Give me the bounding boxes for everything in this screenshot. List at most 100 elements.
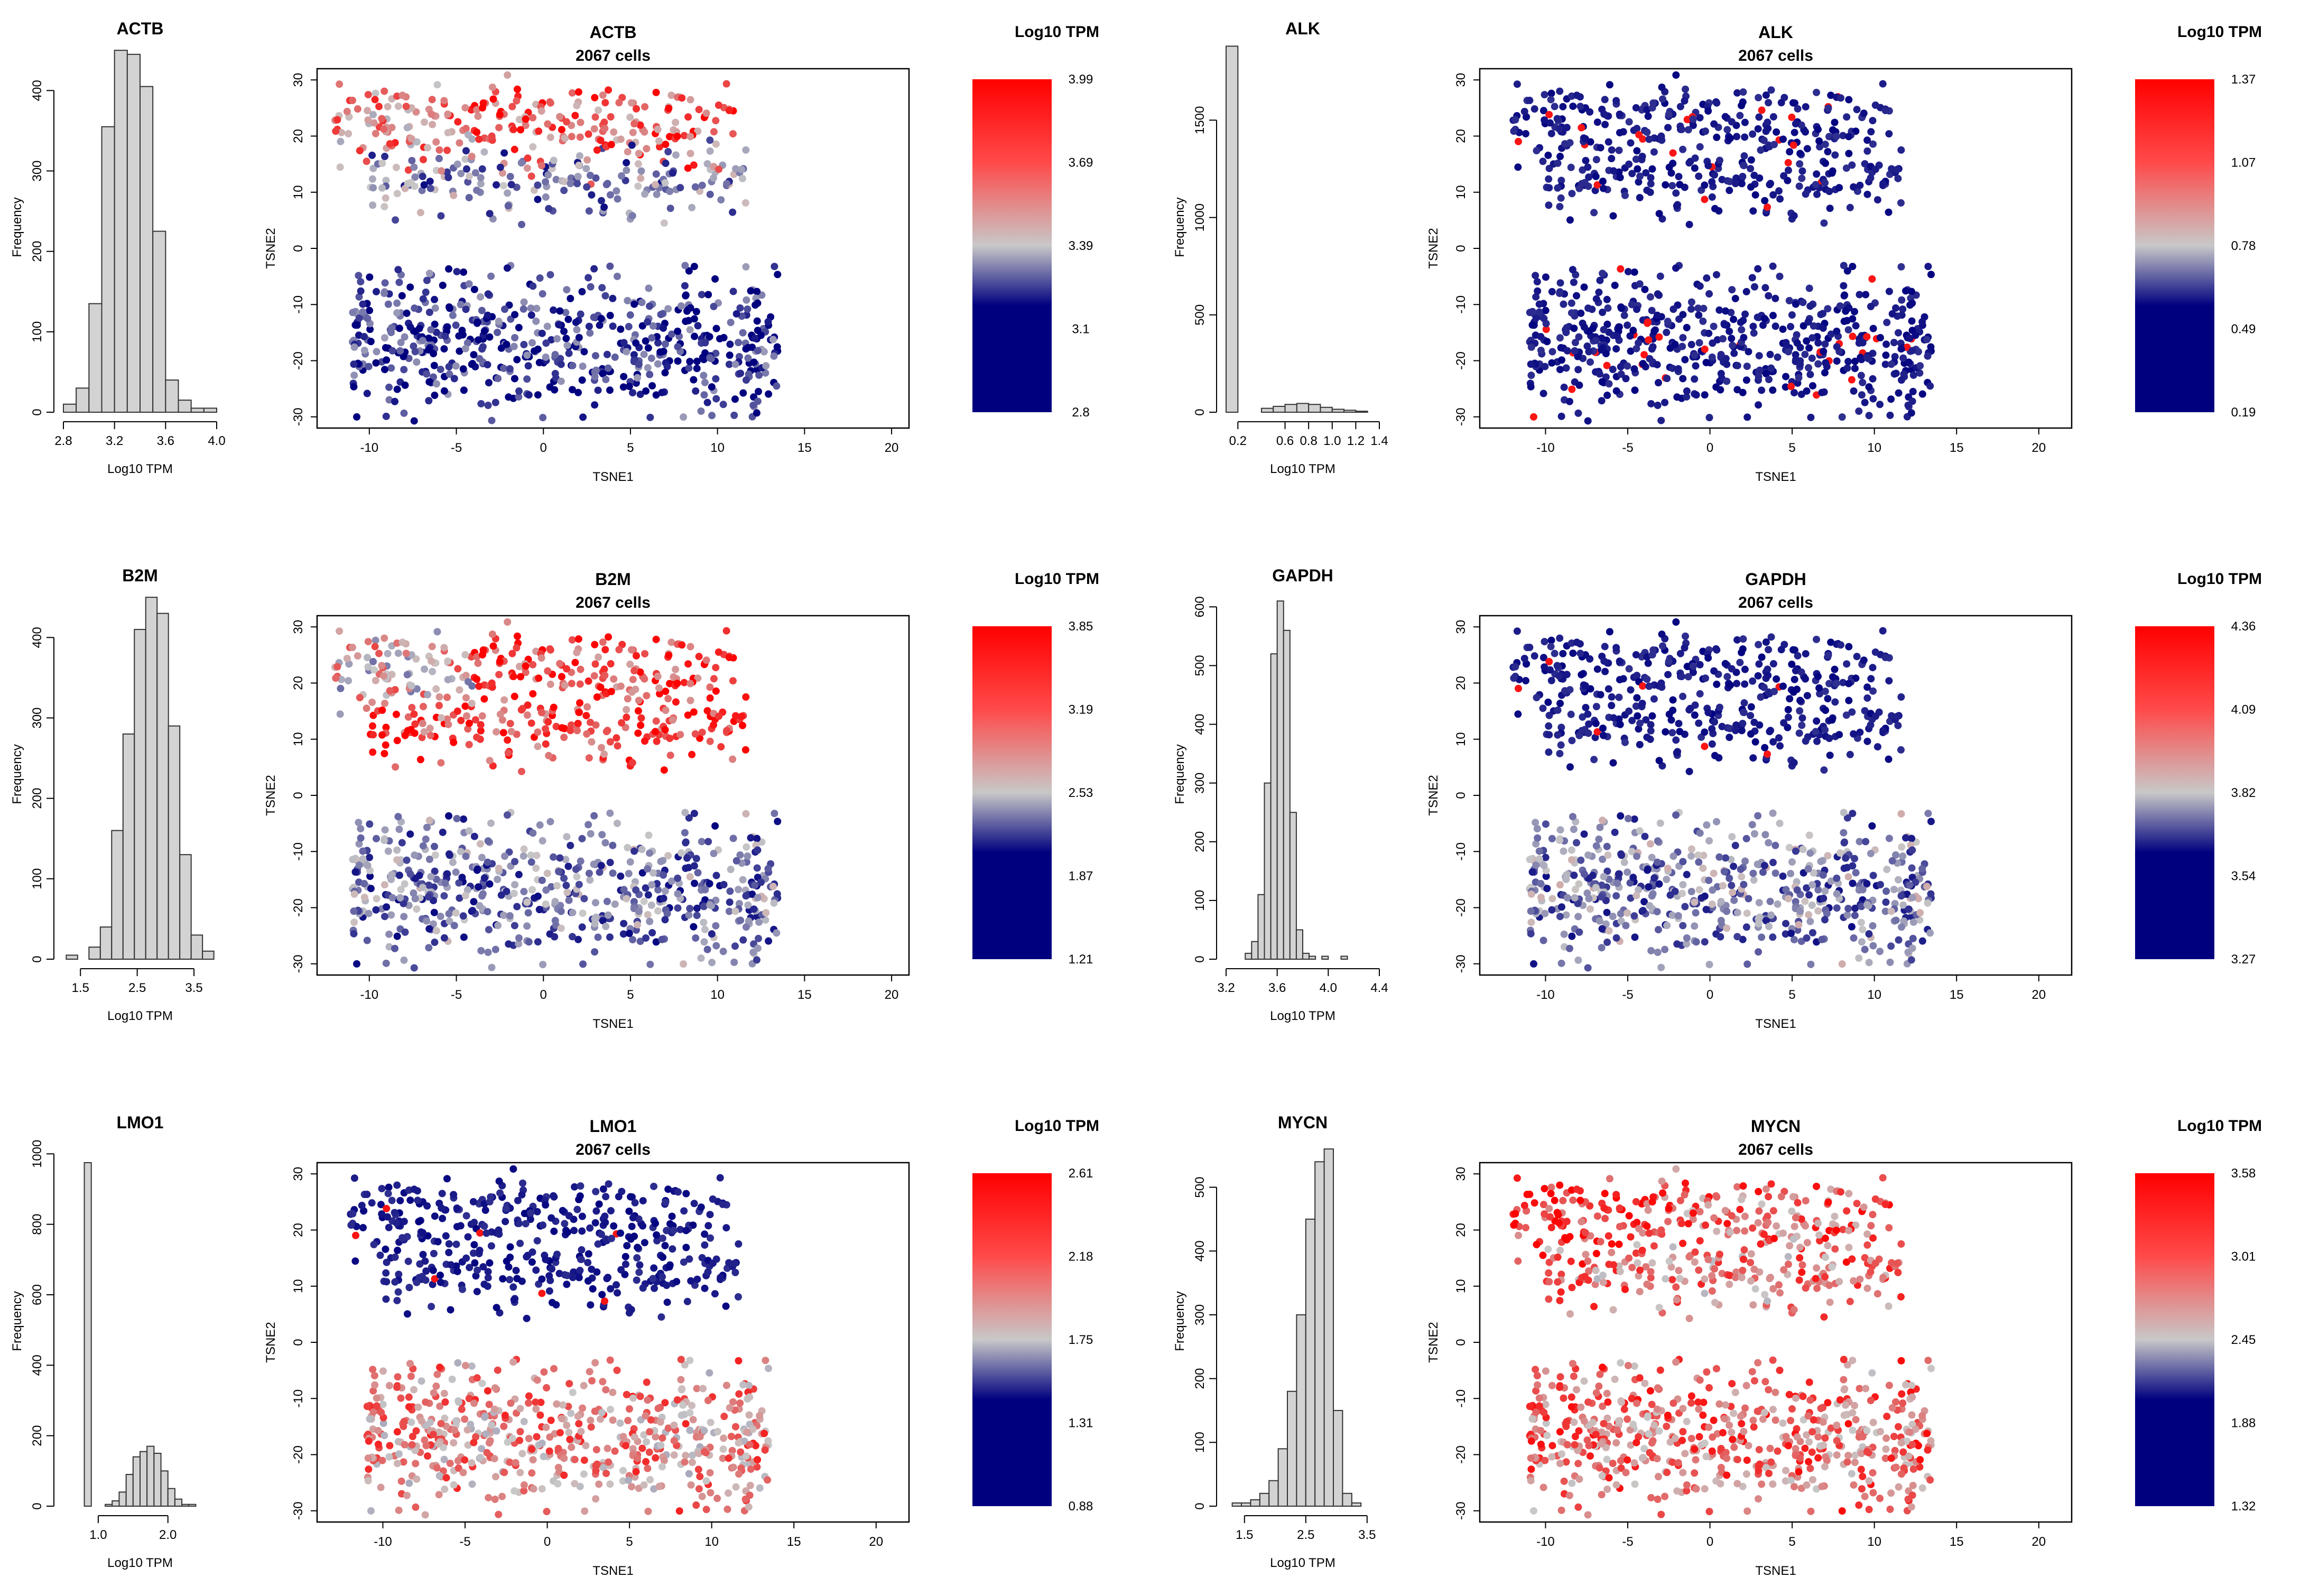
tsne-point: [1908, 317, 1916, 325]
tsne-point: [1592, 842, 1600, 850]
tsne-point: [1764, 672, 1772, 680]
tsne-point: [616, 1419, 624, 1427]
tsne-x-tick-label: 10: [710, 988, 725, 1002]
tsne-y-tick-label: 0: [291, 792, 305, 799]
tsne-point: [1790, 759, 1798, 767]
tsne-point: [674, 904, 682, 912]
tsne-point: [1612, 934, 1620, 942]
tsne-point: [1643, 128, 1651, 136]
tsne-point: [1669, 305, 1677, 313]
tsne-point: [1567, 710, 1575, 718]
tsne-point: [1769, 859, 1777, 867]
tsne-point: [1717, 898, 1725, 906]
tsne-y-tick-label: 20: [291, 129, 305, 143]
tsne-point: [691, 183, 699, 191]
histogram-bar: [1309, 955, 1316, 960]
tsne-point: [1657, 416, 1665, 424]
tsne-point: [753, 409, 760, 417]
tsne-point: [392, 710, 400, 718]
tsne-point: [773, 343, 781, 351]
tsne-point: [1867, 303, 1875, 311]
tsne-point: [701, 925, 709, 933]
tsne-point: [1719, 335, 1727, 343]
tsne-point: [636, 121, 644, 129]
tsne-point: [686, 1409, 694, 1417]
tsne-point: [504, 71, 512, 79]
tsne-point: [506, 912, 514, 920]
tsne-point: [1574, 956, 1582, 964]
tsne-point: [401, 381, 409, 389]
tsne-point: [1557, 903, 1565, 911]
tsne-point: [511, 375, 518, 383]
tsne-point: [1537, 333, 1545, 341]
tsne-point: [754, 299, 762, 307]
tsne-point: [1796, 697, 1804, 704]
tsne-point: [690, 862, 698, 870]
tsne-point: [620, 339, 628, 347]
tsne-point: [1621, 738, 1629, 746]
tsne-point: [609, 1388, 617, 1396]
tsne-point: [1600, 110, 1608, 118]
tsne-point: [535, 359, 543, 367]
tsne-point: [445, 303, 453, 311]
tsne-point: [1912, 331, 1919, 339]
legend-title: Log10 TPM: [1015, 570, 1099, 588]
histogram-x-tick-label: 2.0: [159, 1528, 177, 1542]
tsne-point: [497, 891, 505, 899]
tsne-y-tick-label: -20: [291, 351, 305, 370]
tsne-point: [1581, 682, 1589, 690]
tsne-point: [1789, 141, 1797, 149]
tsne-point: [628, 212, 636, 220]
tsne-point: [1855, 954, 1863, 962]
histogram-bar: [140, 86, 154, 413]
tsne-point: [1895, 936, 1903, 944]
tsne-point: [1902, 834, 1910, 842]
tsne-point: [1846, 203, 1854, 211]
tsne-point: [498, 1492, 506, 1500]
tsne-point: [753, 956, 760, 964]
tsne-point: [1694, 304, 1702, 312]
tsne-point: [552, 175, 560, 183]
tsne-point: [1842, 164, 1850, 172]
tsne-point: [353, 413, 361, 421]
tsne-point: [1730, 349, 1738, 357]
tsne-point: [744, 354, 752, 362]
tsne-point: [1643, 187, 1651, 194]
tsne-point: [409, 1433, 416, 1441]
tsne-point: [1761, 744, 1769, 751]
tsne-point: [1738, 727, 1746, 735]
tsne-point: [567, 727, 574, 735]
tsne-point: [537, 162, 545, 170]
tsne-point: [1833, 874, 1841, 882]
tsne-point: [1712, 818, 1720, 825]
tsne-point: [719, 948, 727, 955]
tsne-point: [393, 1428, 401, 1436]
tsne-point: [706, 147, 714, 155]
tsne-point: [712, 664, 720, 672]
tsne-point: [363, 389, 371, 397]
tsne-point: [513, 356, 521, 364]
tsne-point: [424, 691, 432, 699]
tsne-point: [1583, 889, 1591, 897]
tsne-point: [1726, 681, 1734, 689]
tsne-point: [1699, 317, 1707, 325]
tsne-x-tick-label: 5: [1788, 441, 1795, 455]
tsne-point: [575, 880, 583, 888]
tsne-point: [1527, 343, 1535, 351]
tsne-y-label: TSNE2: [1426, 228, 1441, 268]
tsne-point: [1765, 376, 1773, 384]
tsne-point: [437, 212, 445, 220]
tsne-point: [745, 370, 753, 378]
tsne-point: [623, 706, 630, 713]
tsne-point: [723, 1505, 731, 1513]
tsne-point: [1924, 352, 1932, 360]
histogram-y-tick-label: 300: [30, 707, 44, 728]
tsne-y-tick-label: -10: [1454, 295, 1468, 314]
tsne-point: [1692, 909, 1700, 917]
tsne-point: [1535, 300, 1543, 308]
tsne-point: [522, 122, 530, 129]
tsne-point: [1666, 891, 1674, 899]
tsne-point: [1720, 321, 1728, 329]
tsne-point: [426, 725, 434, 732]
